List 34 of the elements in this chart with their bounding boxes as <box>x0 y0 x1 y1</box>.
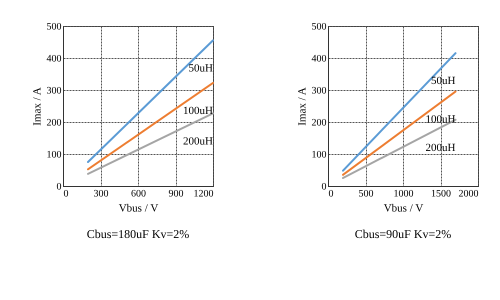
series-label: 50uH <box>431 75 456 88</box>
y-tick-label: 300 <box>312 86 326 96</box>
x-tick-label: 900 <box>168 188 184 200</box>
text: Cbus=180uF Kv=2% <box>86 227 190 241</box>
x-axis-title: Vbus / V <box>118 202 158 214</box>
series-label: 200uH <box>183 135 214 148</box>
x-tick-label: 500 <box>358 188 374 200</box>
y-tick-label: 500 <box>312 22 326 32</box>
y-tick-label: 100 <box>312 150 326 160</box>
y-tick-label: 500 <box>46 22 62 32</box>
y-tick-label: 200 <box>46 118 62 128</box>
y-tick-label: 200 <box>312 118 326 128</box>
y-tick-label: 100 <box>46 150 62 160</box>
x-tick-label: 1200 <box>194 188 214 200</box>
y-axis-title: Imax / A <box>296 87 308 126</box>
text: Cbus=90uF Kv=2% <box>354 227 452 241</box>
series-label: 100uH <box>426 114 456 126</box>
series-label: 50uH <box>188 62 214 74</box>
y-tick-label: 400 <box>46 54 62 64</box>
x-tick-label: 1500 <box>431 188 451 200</box>
x-tick-label: 0 <box>328 188 334 200</box>
y-tick-label: 300 <box>46 86 62 96</box>
y-tick-label: 0 <box>56 182 62 192</box>
x-tick-label: 0 <box>64 188 68 200</box>
series-label: 200uH <box>426 142 456 154</box>
y-tick-label: 0 <box>322 182 326 192</box>
x-axis-title: Vbus / V <box>384 202 424 214</box>
x-tick-label: 300 <box>94 188 108 200</box>
y-tick-label: 400 <box>312 54 326 64</box>
x-tick-label: 2000 <box>458 188 478 200</box>
y-axis-title: Imax / A <box>32 87 44 126</box>
x-tick-label: 600 <box>131 188 146 200</box>
series-label: 100uH <box>183 104 214 117</box>
x-tick-label: 1000 <box>394 188 414 200</box>
